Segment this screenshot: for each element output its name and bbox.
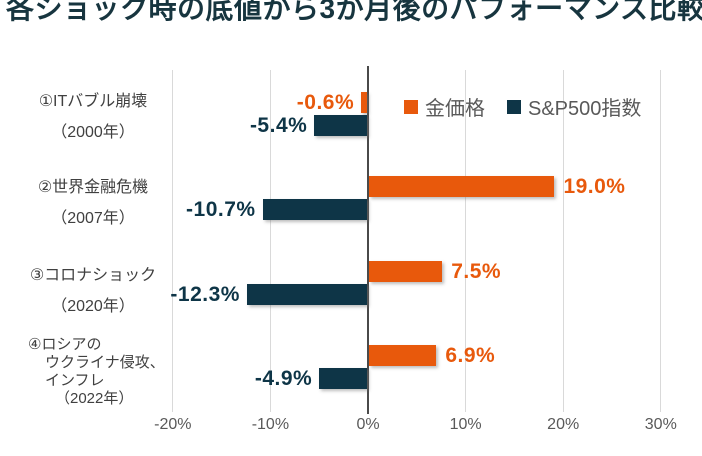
bar-label-gold-price-group4: 6.9% xyxy=(445,343,496,367)
zero-axis-line xyxy=(367,66,369,414)
category-label-line: （2007年） xyxy=(51,210,135,227)
category-label-line: ②世界金融危機 xyxy=(37,179,149,196)
gridline xyxy=(660,70,662,412)
gridline xyxy=(562,70,564,412)
bar-sp500-group3 xyxy=(246,284,367,305)
gridline xyxy=(465,70,467,412)
category-label-line: ウクライナ侵攻、 xyxy=(45,354,165,371)
category-label-group4: ④ロシアの ウクライナ侵攻、 インフレ （2022年） xyxy=(28,336,198,408)
legend-item-gold-price: 金価格 xyxy=(404,92,485,121)
x-axis-tick: 30% xyxy=(644,416,677,433)
x-axis-tick: -20% xyxy=(154,416,192,433)
chart-title: 各ショック時の底値から3か月後のパフォーマンス比較 xyxy=(6,0,702,24)
x-axis-tick: -10% xyxy=(251,416,290,433)
category-label-line: ③コロナショック xyxy=(29,267,157,284)
category-label-line: （2020年） xyxy=(51,298,135,315)
category-label-line: ①ITバブル崩壊 xyxy=(38,93,148,110)
bar-label-sp500-group4: -4.9% xyxy=(254,366,313,390)
bar-gold-price-group2 xyxy=(369,175,555,197)
gridline xyxy=(172,70,174,412)
category-label-line: ④ロシアの xyxy=(28,336,102,353)
category-label-group1: ①ITバブル崩壊 （2000年） xyxy=(8,86,178,148)
bar-label-gold-price-group2: 19.0% xyxy=(563,174,626,198)
bar-gold-price-group4 xyxy=(369,344,437,366)
bar-sp500-group4 xyxy=(319,367,367,389)
category-label-line: （2022年） xyxy=(55,390,134,407)
category-label-group3: ③コロナショック （2020年） xyxy=(8,260,178,322)
bar-label-sp500-group1: -5.4% xyxy=(249,114,308,137)
sp500-swatch-icon xyxy=(507,99,521,114)
bar-sp500-group2 xyxy=(262,198,367,220)
x-axis-tick: 20% xyxy=(547,416,580,433)
bar-gold-price-group3 xyxy=(369,261,443,282)
gold-price-swatch-icon xyxy=(404,99,418,114)
bar-label-gold-price-group1: -0.6% xyxy=(296,91,355,114)
category-label-line: （2000年） xyxy=(51,124,135,141)
legend: 金価格 S&P500指数 xyxy=(404,92,641,121)
bar-label-sp500-group3: -12.3% xyxy=(170,283,240,306)
bar-gold-price-group1 xyxy=(361,92,367,113)
x-axis-tick: 0% xyxy=(356,416,380,433)
gridline xyxy=(269,70,271,412)
category-label-line: インフレ xyxy=(45,372,105,389)
legend-label-gold-price: 金価格 xyxy=(425,98,485,120)
legend-item-sp500: S&P500指数 xyxy=(507,92,641,121)
bar-label-sp500-group2: -10.7% xyxy=(186,197,256,221)
legend-label-sp500: S&P500指数 xyxy=(528,98,642,120)
bar-label-gold-price-group3: 7.5% xyxy=(451,260,502,283)
x-axis-tick: 10% xyxy=(449,416,482,433)
category-label-group2: ②世界金融危機 （2007年） xyxy=(8,172,178,234)
bar-sp500-group1 xyxy=(314,115,367,136)
